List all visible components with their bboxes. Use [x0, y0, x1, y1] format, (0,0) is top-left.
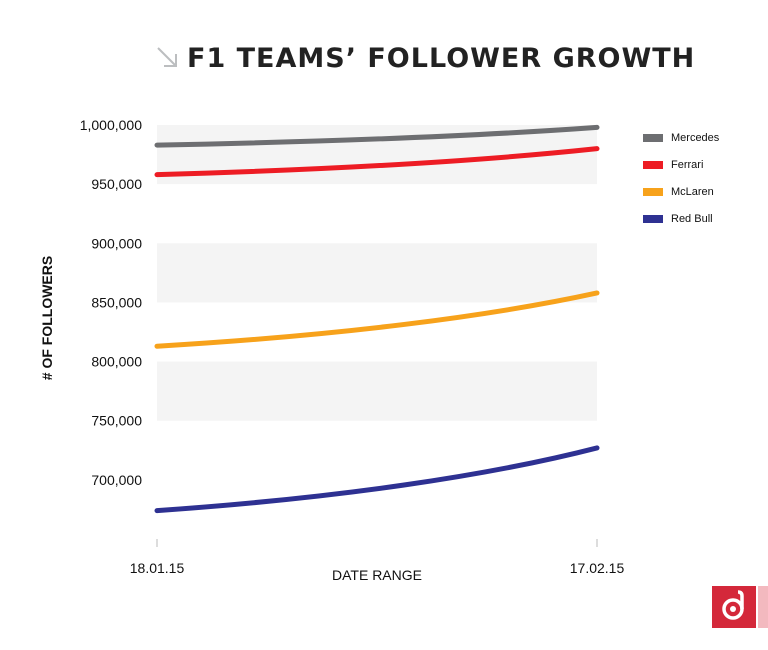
x-tick-label: 18.01.15 [130, 560, 185, 576]
grid-band [157, 361, 597, 421]
x-tick-label: 17.02.15 [570, 560, 625, 576]
legend-item: Mercedes [643, 124, 719, 151]
y-tick-label: 950,000 [91, 176, 142, 192]
chart-title-text: F1 TEAMS’ FOLLOWER GROWTH [187, 42, 696, 74]
series-line-mercedes [154, 124, 600, 148]
legend-swatch [643, 160, 663, 169]
series-line-red-bull [154, 445, 600, 514]
series-line-ferrari [154, 146, 600, 178]
legend-label: McLaren [671, 185, 714, 198]
y-tick-label: 700,000 [91, 472, 142, 488]
legend-item: Red Bull [643, 205, 719, 232]
chart-title: F1 TEAMS’ FOLLOWER GROWTH [155, 40, 695, 76]
brand-logo-icon [712, 586, 768, 628]
x-axis-label: DATE RANGE [332, 567, 422, 583]
series-line-mclaren [154, 290, 600, 349]
grid-band [157, 243, 597, 303]
legend-label: Red Bull [671, 212, 713, 225]
legend-item: McLaren [643, 178, 719, 205]
y-axis-label: # OF FOLLOWERS [39, 256, 55, 380]
y-tick-label: 1,000,000 [80, 117, 142, 133]
chart-legend: Mercedes Ferrari McLaren Red Bull [643, 124, 719, 232]
legend-swatch [643, 187, 663, 196]
y-tick-label: 850,000 [91, 294, 142, 310]
y-tick-label: 800,000 [91, 354, 142, 370]
legend-swatch [643, 214, 663, 223]
legend-swatch [643, 133, 663, 142]
legend-item: Ferrari [643, 151, 719, 178]
diagonal-arrow-icon [157, 47, 177, 67]
y-tick-label: 900,000 [91, 235, 142, 251]
legend-label: Ferrari [671, 158, 704, 171]
y-tick-label: 750,000 [91, 413, 142, 429]
legend-label: Mercedes [671, 131, 720, 144]
